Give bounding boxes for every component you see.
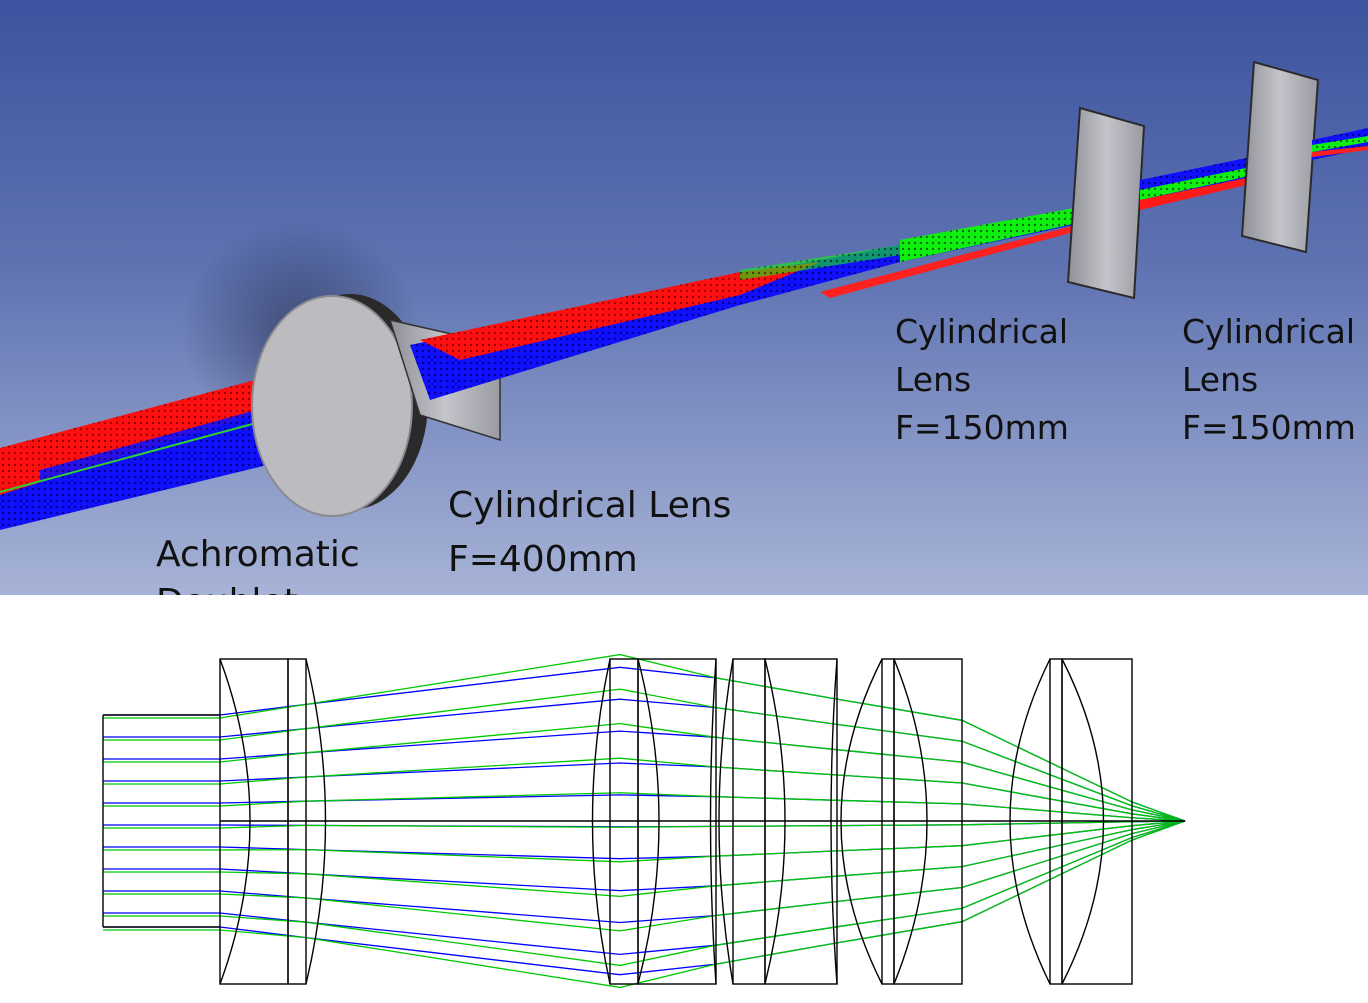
- lens-group-3: [718, 658, 838, 985]
- ray: [103, 820, 1186, 829]
- converging-beam: [410, 200, 1120, 400]
- achromatic-doublet: [251, 294, 428, 517]
- lens-layout: [102, 653, 1186, 989]
- label-doublet: Achromatic Doublet: [156, 534, 371, 595]
- ray: [103, 792, 1186, 822]
- lens-group-2: [591, 658, 717, 985]
- ray: [103, 820, 1186, 892]
- ray: [103, 762, 1186, 822]
- label-cylindrical-400: Cylindrical Lens F=400mm: [448, 485, 743, 580]
- ray: [103, 794, 1186, 822]
- exit-beam: [1312, 128, 1368, 160]
- ray: [103, 757, 1186, 822]
- cylindrical-lens-150-a: [1066, 106, 1146, 300]
- label-cylindrical-150-b: Cylindrical Lens F=150mm: [1182, 312, 1366, 447]
- 2d-ray-diagram: [0, 597, 1368, 1003]
- ray: [103, 820, 1186, 989]
- lens-outlines: [102, 658, 1185, 985]
- lens-group-1: [219, 658, 327, 985]
- ray: [103, 723, 1186, 822]
- ray: [103, 653, 1186, 822]
- ray: [103, 666, 1186, 822]
- lens-group-5: [1009, 658, 1133, 985]
- 3d-ray-trace-view: Achromatic Doublet Cylindrical Lens F=40…: [0, 0, 1368, 595]
- ray: [103, 730, 1186, 822]
- lens-group-4: [840, 658, 963, 985]
- cylindrical-lens-150-b: [1240, 60, 1320, 254]
- label-cylindrical-150-a: Cylindrical Lens F=150mm: [895, 312, 1079, 447]
- 3d-scene: Achromatic Doublet Cylindrical Lens F=40…: [0, 60, 1368, 595]
